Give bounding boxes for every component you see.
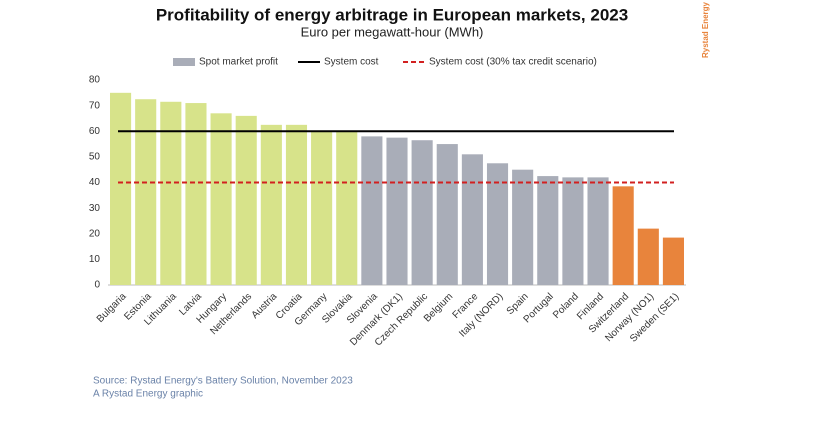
y-tick-label: 40 — [89, 177, 101, 188]
bar — [411, 140, 433, 285]
bar — [512, 169, 534, 285]
bar — [562, 177, 584, 285]
chart-title: Profitability of energy arbitrage in Eur… — [156, 5, 628, 24]
legend-swatch — [173, 58, 195, 66]
credit: A Rystad Energy graphic — [93, 389, 203, 400]
bar — [386, 137, 408, 285]
bar — [612, 186, 634, 285]
bar — [461, 154, 483, 285]
bar — [210, 113, 232, 285]
bar — [110, 92, 132, 285]
source: Source: Rystad Energy's Battery Solution… — [93, 376, 353, 387]
bar — [662, 237, 684, 285]
bar — [637, 228, 659, 285]
bar — [436, 144, 458, 285]
y-tick-label: 30 — [89, 203, 101, 214]
bar — [587, 177, 609, 285]
legend-label: System cost — [324, 57, 379, 68]
bar — [311, 131, 333, 285]
chart-subtitle: Euro per megawatt-hour (MWh) — [301, 24, 484, 39]
bar — [235, 115, 257, 285]
legend-label: Spot market profit — [199, 57, 278, 68]
y-tick-label: 80 — [89, 75, 101, 86]
bar — [185, 103, 207, 285]
bar — [135, 99, 157, 285]
legend-label: System cost (30% tax credit scenario) — [429, 57, 597, 68]
y-tick-label: 50 — [89, 152, 101, 163]
y-tick-label: 60 — [89, 126, 101, 137]
brand: Rystad Energy — [701, 1, 710, 58]
x-tick-label: Bulgaria — [95, 291, 129, 325]
bar — [336, 131, 358, 285]
y-tick-label: 0 — [94, 280, 100, 291]
y-tick-label: 20 — [89, 228, 101, 239]
bar — [260, 124, 282, 285]
bar — [537, 176, 559, 285]
bar — [285, 124, 308, 285]
y-tick-label: 10 — [89, 254, 101, 265]
bar — [486, 163, 509, 285]
y-tick-label: 70 — [89, 100, 101, 111]
bar — [361, 136, 383, 285]
bar — [160, 101, 182, 285]
